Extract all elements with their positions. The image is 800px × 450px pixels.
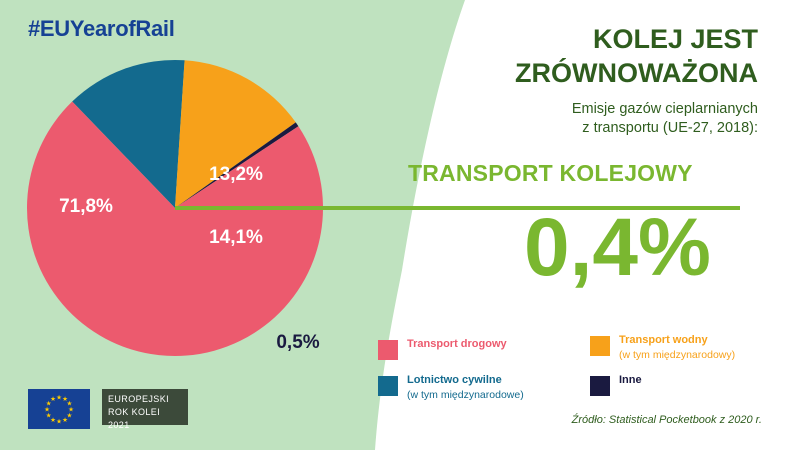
eu-flag-logo: ★ ★ ★ ★ ★ ★ ★ ★ ★ ★ ★ ★ [28,389,90,429]
pie-value-label-road: 71,8% [59,196,113,217]
legend-item-other: Inne [590,373,642,396]
eu-star-icon: ★ [46,400,52,408]
source-note: Źródło: Statistical Pocketbook z 2020 r. [571,414,762,426]
legend-sub-water: (w tym międzynarodowy) [619,349,736,361]
pie-slice-road [27,101,324,356]
badge-line-1: EUROPEJSKI [108,394,170,404]
eu-star-icon: ★ [62,395,68,403]
legend-text-water: Transport wodny (w tym międzynarodowy) [619,333,735,363]
highlight-value: 0,4% [524,202,711,293]
legend-item-water: Transport wodny (w tym międzynarodowy) [590,333,735,363]
eu-star-icon: ★ [50,395,56,403]
eu-star-icon: ★ [50,416,56,424]
legend-swatch-other [590,376,610,396]
legend-label-road: Transport drogowy [407,338,507,350]
pie-slice-other [175,122,299,208]
title-line-1: KOLEJ JEST [592,24,758,54]
eu-star-icon: ★ [44,406,50,414]
legend-swatch-water [590,336,610,356]
title-line-2: ZRÓWNOWAŻONA [515,58,758,88]
year-of-rail-badge: EUROPEJSKI ROK KOLEI 2021 [102,389,188,430]
legend-text-aviation: Lotnictwo cywilne (w tym międzynarodowe) [407,373,524,403]
highlight-label: TRANSPORT KOLEJOWY [408,160,693,186]
legend-sub-aviation: (w tym międzynarodowe) [407,389,524,401]
eu-star-icon: ★ [66,412,72,420]
subtitle-line-1: Emisje gazów cieplarnianych [571,101,758,117]
subtitle-line-2: z transportu (UE-27, 2018): [582,120,758,136]
legend-label-other: Inne [619,374,642,386]
pie-chart [27,60,324,356]
pie-labels: 71,8% 13,2% 14,1% 0,5% [59,164,320,353]
legend-swatch-aviation [378,376,398,396]
pie-slice-water [175,60,296,208]
pie-value-label-water: 14,1% [209,227,263,248]
page-title: KOLEJ JEST ZRÓWNOWAŻONA [515,22,758,90]
legend-label-water: Transport wodny [619,334,708,346]
eu-star-icon: ★ [62,416,68,424]
legend-item-road: Transport drogowy [378,337,507,360]
eu-stars-icon: ★★★★★★★★★ ★ ★★ [44,394,74,426]
legend-item-aviation: Lotnictwo cywilne (w tym międzynarodowe) [378,373,524,403]
legend-swatch-road [378,340,398,360]
pie-value-label-aviation: 13,2% [209,164,263,185]
pie-value-label-other: 0,5% [276,332,319,353]
eu-star-icon: ★ [68,406,74,414]
legend-label-aviation: Lotnictwo cywilne [407,374,502,386]
subtitle: Emisje gazów cieplarnianych z transportu… [572,100,758,138]
badge-line-2: ROK KOLEI 2021 [108,407,161,430]
right-white-panel [375,0,800,450]
eu-star-icon: ★ [56,394,62,402]
eu-star-icon: ★ [56,418,62,426]
eu-star-icon: ★ [46,412,52,420]
eu-star-icon: ★ [66,400,72,408]
hashtag: #EUYearofRail [28,16,175,41]
pie-slice-aviation [72,60,185,208]
